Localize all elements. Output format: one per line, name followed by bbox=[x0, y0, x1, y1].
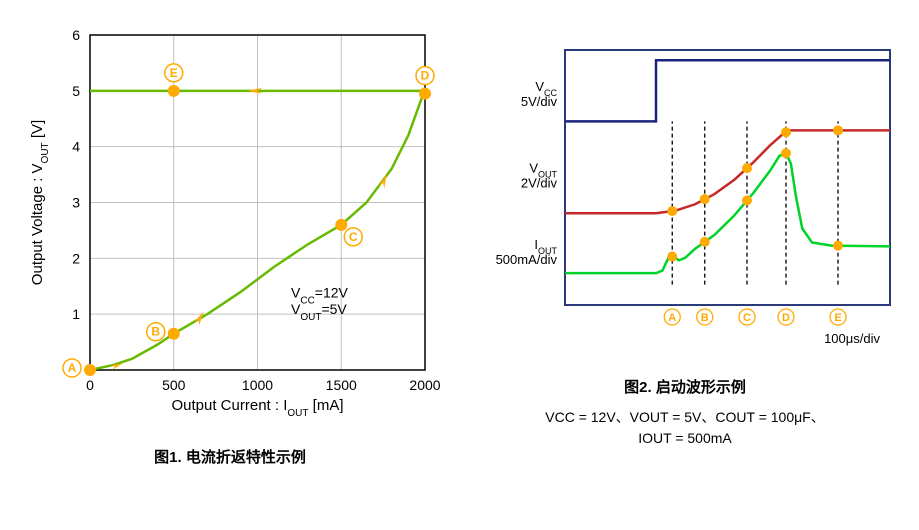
svg-text:C: C bbox=[349, 230, 358, 244]
svg-text:2V/div: 2V/div bbox=[521, 175, 558, 190]
svg-text:1000: 1000 bbox=[242, 377, 273, 393]
svg-text:1: 1 bbox=[72, 306, 80, 322]
svg-text:5V/div: 5V/div bbox=[521, 94, 558, 109]
figure-1-panel: 05001000150020000123456Output Current : … bbox=[20, 20, 440, 510]
svg-text:3: 3 bbox=[72, 195, 80, 211]
svg-text:0: 0 bbox=[86, 377, 94, 393]
svg-text:Output Current : IOUT [mA]: Output Current : IOUT [mA] bbox=[171, 397, 343, 419]
svg-text:500mA/div: 500mA/div bbox=[496, 252, 558, 267]
svg-text:6: 6 bbox=[72, 27, 80, 43]
svg-text:2: 2 bbox=[72, 250, 80, 266]
svg-text:1500: 1500 bbox=[326, 377, 357, 393]
scope-chart: VCC5V/divVOUT2V/divIOUT500mA/divABCDE100… bbox=[470, 20, 900, 360]
svg-text:E: E bbox=[834, 312, 841, 324]
svg-text:Output Voltage : VOUT [V]: Output Voltage : VOUT [V] bbox=[29, 120, 51, 285]
svg-text:5: 5 bbox=[72, 83, 80, 99]
svg-text:A: A bbox=[668, 312, 676, 324]
svg-text:D: D bbox=[421, 69, 430, 83]
svg-text:B: B bbox=[151, 325, 160, 339]
figure-2-caption: 图2. 启动波形示例 bbox=[624, 376, 746, 397]
svg-text:A: A bbox=[68, 361, 77, 375]
foldback-chart: 05001000150020000123456Output Current : … bbox=[20, 20, 440, 430]
figure-2-subcaption: VCC = 12V、VOUT = 5V、COUT = 100μF、 IOUT =… bbox=[545, 407, 824, 449]
figure-2-panel: VCC5V/divVOUT2V/divIOUT500mA/divABCDE100… bbox=[470, 20, 900, 510]
figure-1-caption: 图1. 电流折返特性示例 bbox=[154, 446, 306, 467]
svg-text:500: 500 bbox=[162, 377, 186, 393]
svg-text:C: C bbox=[743, 312, 751, 324]
svg-text:D: D bbox=[782, 312, 790, 324]
svg-text:4: 4 bbox=[72, 139, 80, 155]
svg-text:E: E bbox=[170, 66, 178, 80]
svg-text:100μs/div: 100μs/div bbox=[824, 331, 880, 346]
svg-text:2000: 2000 bbox=[409, 377, 440, 393]
svg-text:VOUT=5V: VOUT=5V bbox=[291, 301, 347, 323]
svg-text:B: B bbox=[701, 312, 709, 324]
